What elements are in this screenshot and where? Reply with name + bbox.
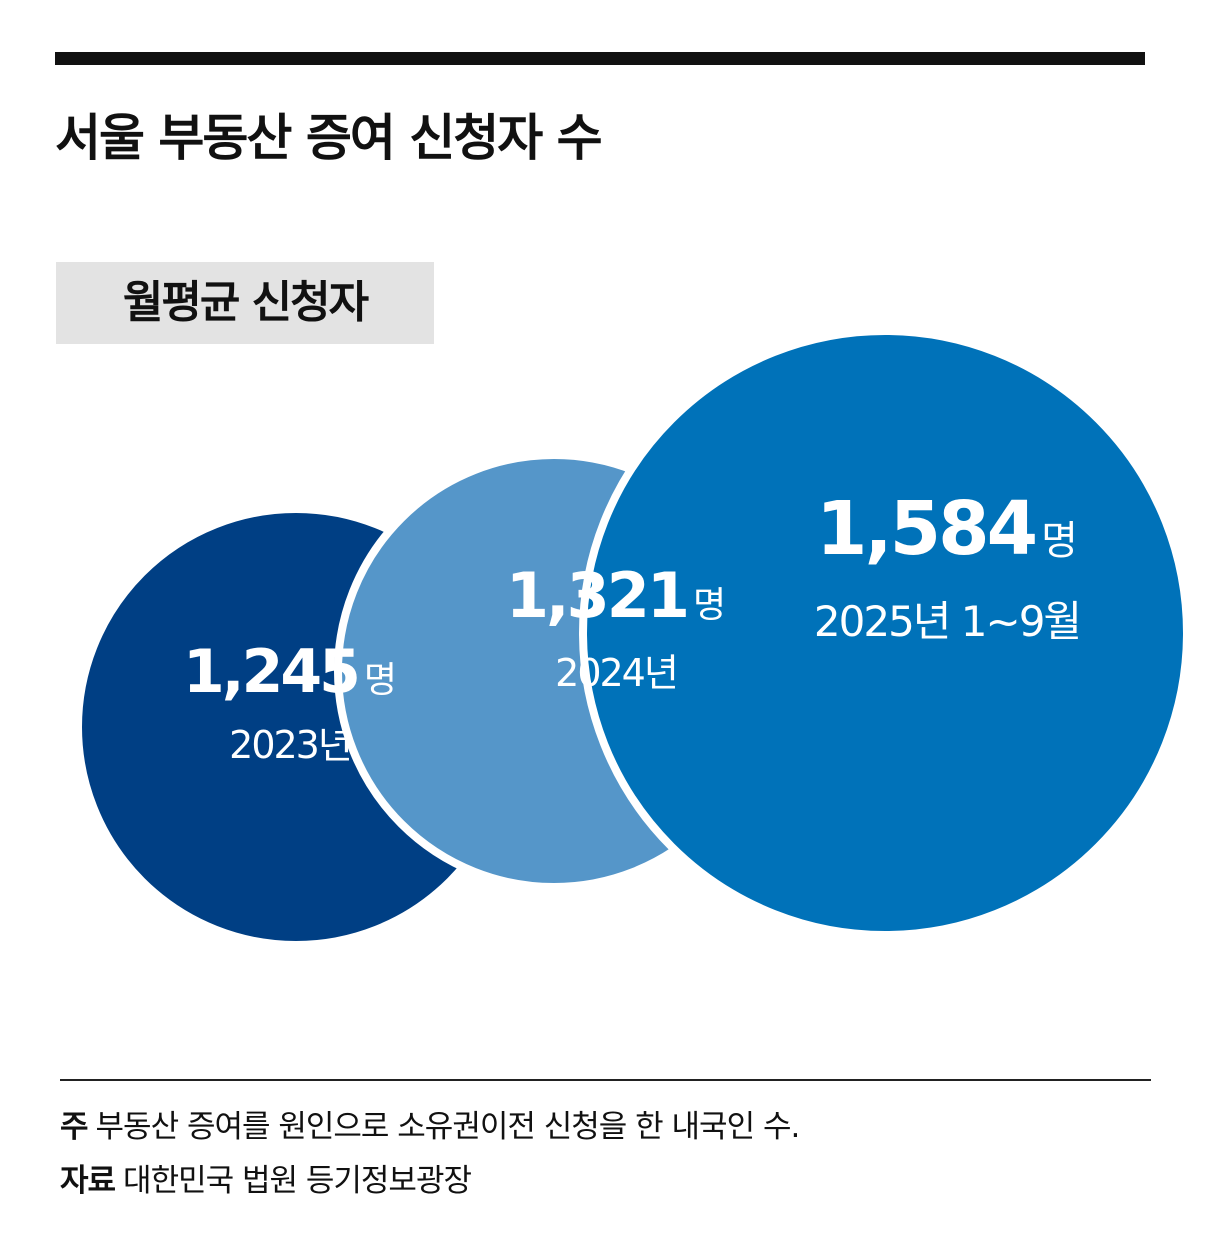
period-label-2023: 2023년: [229, 723, 351, 767]
bubble-2025: [579, 327, 1191, 939]
top-rule: [55, 52, 1145, 65]
value-label-2025: 1,584 명: [816, 486, 1078, 572]
subtitle-box: 월평균 신청자: [56, 262, 434, 344]
value-number-2024: 1,321: [506, 559, 687, 632]
chart-title: 서울 부동산 증여 신청자 수: [55, 109, 603, 167]
value-label-2024: 1,321 명: [506, 559, 726, 632]
footnote-label: 주: [60, 1109, 89, 1145]
source-text: 대한민국 법원 등기정보광장: [123, 1163, 472, 1199]
value-unit-2023: 명: [364, 660, 397, 701]
value-unit-2024: 명: [693, 585, 726, 626]
value-unit-2025: 명: [1041, 518, 1078, 564]
period-label-2025: 2025년 1~9월: [814, 597, 1080, 646]
period-label-2024: 2024년: [555, 651, 677, 695]
value-label-2023: 1,245 명: [183, 637, 397, 707]
value-number-2025: 1,584: [816, 486, 1036, 572]
source-label: 자료: [60, 1163, 116, 1199]
chart-subtitle: 월평균 신청자: [122, 277, 369, 328]
footnote: 주 부동산 증여를 원인으로 소유권이전 신청을 한 내국인 수.: [60, 1107, 801, 1147]
source-note: 자료 대한민국 법원 등기정보광장: [60, 1161, 472, 1201]
footnote-text: 부동산 증여를 원인으로 소유권이전 신청을 한 내국인 수.: [95, 1109, 801, 1145]
value-number-2023: 1,245: [183, 637, 358, 707]
bottom-rule: [60, 1079, 1151, 1081]
